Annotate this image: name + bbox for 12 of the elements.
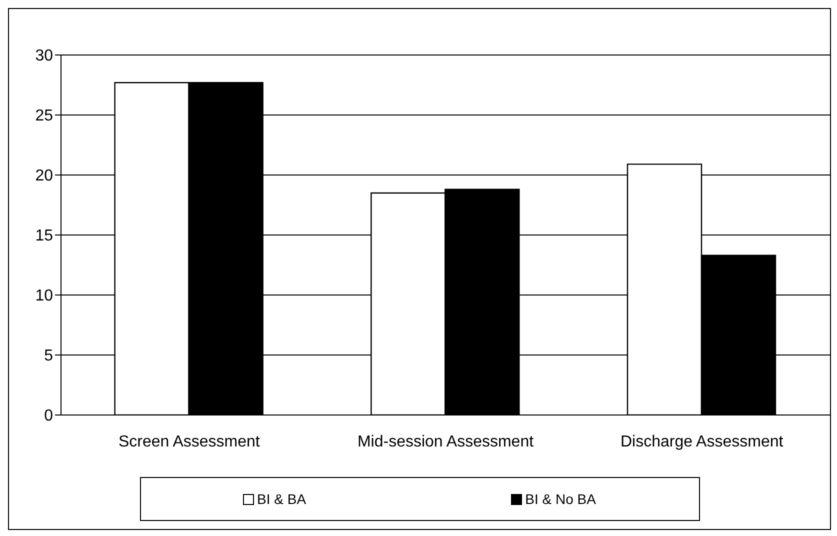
- y-tick-label: 25: [35, 108, 54, 125]
- y-tick-label: 0: [44, 408, 54, 425]
- y-tick-label: 10: [35, 288, 54, 305]
- x-tick-label: Discharge Assessment: [620, 433, 784, 450]
- y-tick-label: 20: [35, 168, 54, 185]
- y-tick-label: 15: [35, 228, 54, 245]
- legend-label: BI & No BA: [524, 491, 596, 507]
- y-tick-label: 5: [44, 348, 54, 365]
- x-tick-label: Mid-session Assessment: [357, 433, 534, 450]
- y-tick-label: 30: [35, 48, 54, 65]
- legend-label: BI & BA: [256, 491, 306, 507]
- x-tick-label: Screen Assessment: [118, 433, 260, 450]
